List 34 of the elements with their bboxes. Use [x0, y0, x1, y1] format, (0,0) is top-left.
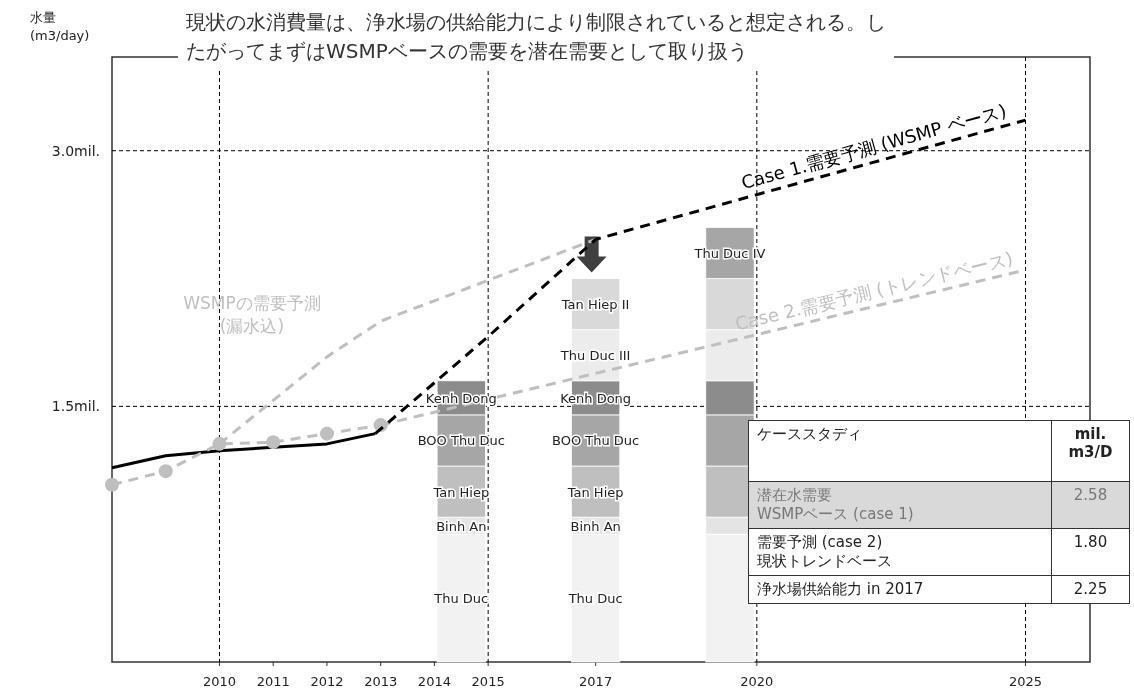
annotation: 浄水場供給能力 in 2017	[748, 575, 1052, 604]
annotation: 2.25	[1051, 575, 1130, 604]
series-label: Thu Duc	[433, 591, 489, 607]
y-tick-label: 3.0mil.	[51, 142, 100, 159]
x-tick-label: 2012	[310, 674, 344, 689]
annotation: 需要予測 (case 2) 現状トレンドベース	[748, 528, 1052, 576]
text: Thu Duc	[568, 591, 623, 607]
text: Binh An	[570, 518, 621, 534]
x-tick-label: 2020	[740, 674, 774, 689]
annotation: 潜在水需要 WSMPベース (case 1)	[748, 481, 1052, 529]
x-tick-label: 2010	[202, 674, 237, 689]
text: BOO Thu Duc	[552, 433, 640, 449]
y-axis-title: 水量 (m3/day)	[30, 10, 90, 43]
x-tick-label: 2015	[471, 674, 505, 689]
series-label: Binh An	[436, 518, 487, 534]
series-label: BOO Thu Duc	[417, 433, 505, 449]
y-tick-label: 1.5mil.	[51, 398, 100, 415]
annotation: 1.80	[1051, 528, 1130, 576]
x-tick-label: 2025	[1008, 674, 1043, 689]
text: Tan Hiep	[567, 484, 624, 500]
text: Case 1.需要予測 (WSMP ベース)	[738, 99, 1009, 194]
series-label: WSMPの需要予測 (漏水込)	[183, 292, 321, 336]
series-label: Thu Duc IV	[693, 245, 766, 261]
series-label: Tan Hiep II	[560, 297, 630, 313]
chart-title: 現状の水消費量は、浄水場の供給能力により制限されていると想定される。したがってまずはWSMPベースの需要を潜在需要として取り扱う	[178, 4, 894, 70]
annotation: 2.58	[1051, 481, 1130, 529]
annotation: mil. m3/D	[1051, 420, 1130, 482]
x-tick-label: 2013	[364, 674, 398, 689]
annotation: ケーススタディ	[748, 420, 1052, 482]
series-label: Thu Duc III	[559, 348, 631, 364]
x-tick-label: 2017	[579, 674, 613, 689]
x-tick-label: 2014	[417, 674, 451, 689]
series-label: Tan Hiep	[432, 484, 490, 500]
x-tick-label: 2011	[256, 674, 290, 689]
